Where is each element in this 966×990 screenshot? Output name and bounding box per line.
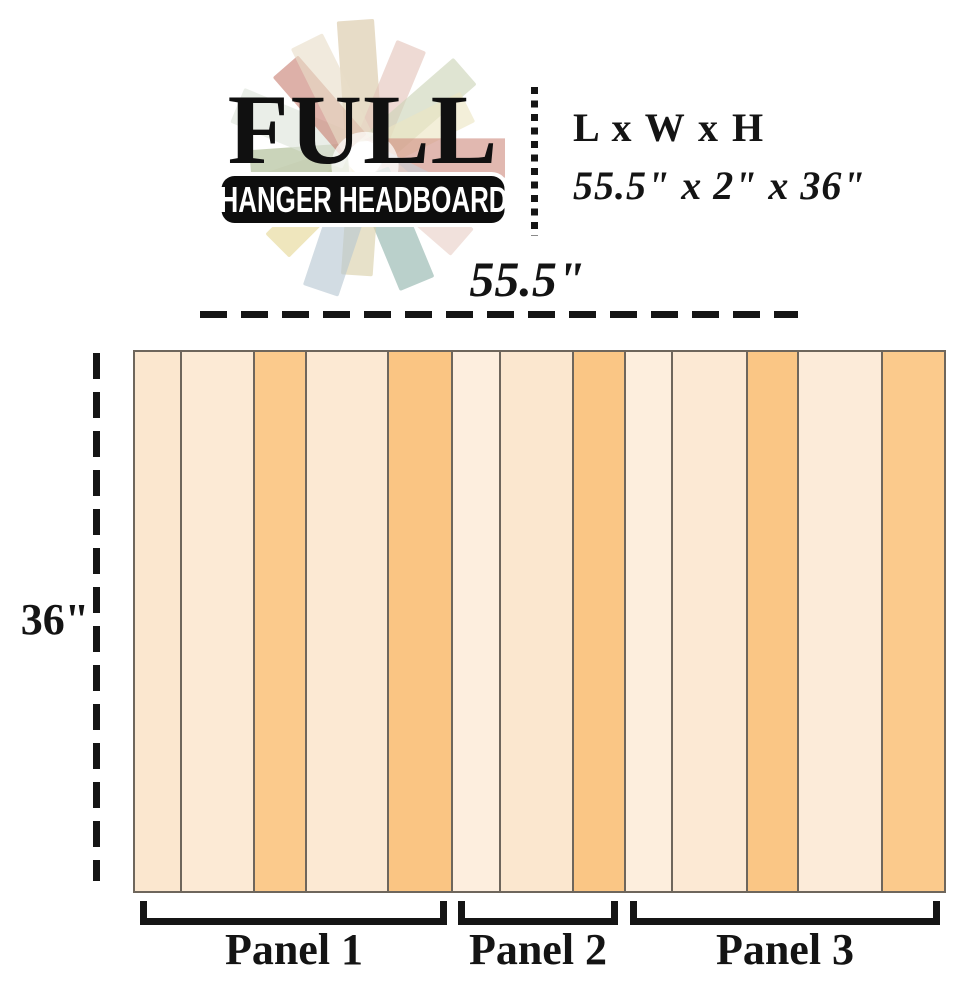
dimensions-block: L x W x H 55.5" x 2" x 36" bbox=[573, 106, 866, 208]
board-plank bbox=[451, 352, 500, 891]
panel-3-label: Panel 3 bbox=[715, 925, 855, 974]
dimensions-value: 55.5" x 2" x 36" bbox=[573, 163, 866, 208]
height-dimension-line bbox=[93, 353, 100, 881]
dimensions-label: L x W x H bbox=[573, 105, 766, 150]
board-plank bbox=[387, 352, 451, 891]
board-plank bbox=[180, 352, 253, 891]
board-plank bbox=[135, 352, 181, 891]
panel-1-label: Panel 1 bbox=[224, 925, 364, 974]
length-dimension-label: 55.5" bbox=[469, 251, 585, 307]
board-plank bbox=[797, 352, 882, 891]
height-dimension-label: 36" bbox=[20, 595, 90, 644]
board-plank bbox=[571, 352, 625, 891]
logo-badge: HANGER HEADBOARD bbox=[219, 176, 508, 223]
board-plank bbox=[252, 352, 306, 891]
panel-1-bracket bbox=[140, 901, 447, 925]
panel-3-bracket bbox=[630, 901, 940, 925]
starburst-plank bbox=[291, 33, 373, 151]
board-plank bbox=[499, 352, 572, 891]
board-plank bbox=[305, 352, 388, 891]
panel-2-label: Panel 2 bbox=[468, 925, 608, 974]
board-plank bbox=[745, 352, 798, 891]
logo-title: FULL bbox=[227, 74, 499, 185]
panel-2-bracket bbox=[458, 901, 618, 925]
starburst-plank bbox=[230, 88, 357, 169]
board-plank bbox=[671, 352, 746, 891]
starburst-plank bbox=[357, 40, 426, 148]
dotted-divider bbox=[531, 87, 538, 236]
board-plank bbox=[624, 352, 672, 891]
headboard-board bbox=[133, 350, 946, 893]
board-plank bbox=[881, 352, 944, 891]
logo-badge-label: HANGER HEADBOARD bbox=[219, 178, 508, 220]
length-dimension-line bbox=[200, 311, 798, 318]
